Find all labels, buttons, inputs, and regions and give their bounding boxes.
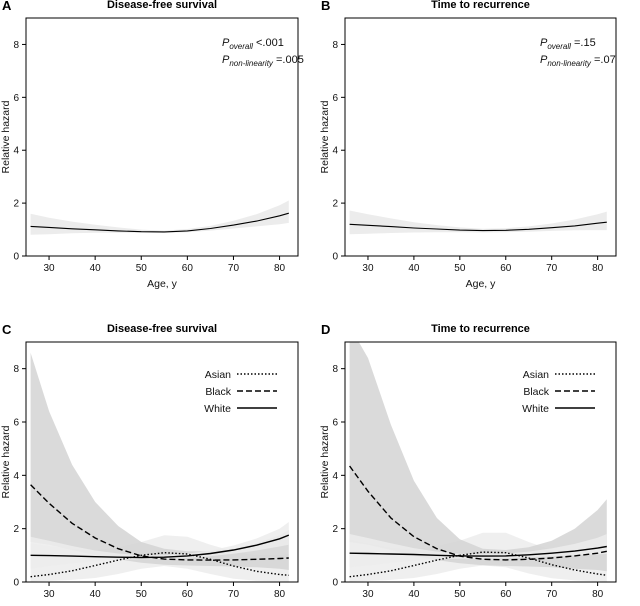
x-tick-label-d: 80 — [592, 589, 604, 600]
y-axis-title-b: Relative hazard — [319, 100, 331, 173]
ci-band-black-c — [30, 352, 289, 570]
y-tick-label-c: 6 — [13, 418, 19, 429]
y-tick-label-b: 0 — [332, 252, 338, 263]
panel-d-time-to-recurrence-by-race: 0 2 4 6 8 30 40 50 60 70 80 Age, y Relative hazard Ti… — [319, 322, 617, 606]
ci-band-overall-a — [30, 200, 289, 235]
x-tick-label-b: 80 — [592, 263, 604, 274]
x-tick-label-a: 50 — [136, 263, 148, 274]
plot-frame-d — [344, 341, 617, 583]
series-line-white-d — [349, 545, 607, 557]
y-tick-label-a: 2 — [13, 199, 19, 210]
plot-area-d — [349, 342, 607, 582]
legend-label-black-d: Black — [523, 386, 549, 398]
y-tick-label-a: 0 — [13, 252, 19, 263]
plot-frame-b — [344, 17, 617, 257]
legend-label-asian-d: Asian — [523, 369, 549, 381]
x-tick-label-c: 70 — [228, 589, 240, 600]
y-tick-label-d: 8 — [332, 364, 338, 375]
plot-area-c — [30, 352, 290, 582]
panel-letter-c: C — [2, 322, 12, 337]
y-tick-label-a: 6 — [13, 93, 19, 104]
x-tick-label-b: 40 — [408, 263, 420, 274]
p-value-annotation-a: Poverall <.001 — [222, 37, 284, 51]
p-value-annotation-b: Poverall =.15 — [540, 37, 596, 51]
x-tick-label-a: 80 — [274, 263, 286, 274]
y-axis-title-d: Relative hazard — [319, 425, 331, 498]
panel-c-disease-free-survival-by-race: 0 2 4 6 8 30 40 50 60 70 80 Age, y Relative hazard Di… — [0, 322, 299, 606]
plot-frame-c — [25, 341, 299, 583]
x-axis-title-c: Age, y — [147, 604, 178, 606]
y-tick-label-b: 2 — [332, 199, 338, 210]
y-tick-label-d: 0 — [332, 578, 338, 589]
x-tick-label-d: 30 — [362, 589, 374, 600]
x-tick-label-b: 70 — [546, 263, 558, 274]
chart-title-c: Disease-free survival — [107, 323, 217, 335]
panel-a-disease-free-survival: 0 2 4 6 8 30 40 50 60 70 80 Age, y Relative hazard Di… — [0, 0, 304, 290]
plot-area-b — [349, 210, 607, 235]
x-tick-label-b: 50 — [454, 263, 466, 274]
x-tick-label-d: 70 — [546, 589, 558, 600]
chart-title-d: Time to recurrence — [431, 323, 530, 335]
y-axis-title-a: Relative hazard — [0, 100, 12, 173]
legend-label-asian-c: Asian — [205, 369, 231, 381]
y-tick-label-a: 4 — [13, 146, 19, 157]
p-value-annotation-a: Pnon-linearity =.005 — [222, 54, 304, 68]
x-tick-label-d: 60 — [500, 589, 512, 600]
x-tick-label-a: 30 — [43, 263, 55, 274]
y-tick-label-b: 8 — [332, 40, 338, 51]
x-tick-label-a: 40 — [90, 263, 102, 274]
series-line-overall-a — [30, 212, 289, 233]
x-tick-label-c: 80 — [274, 589, 286, 600]
series-line-black-c — [30, 484, 289, 561]
y-tick-label-c: 2 — [13, 524, 19, 535]
y-tick-label-d: 2 — [332, 524, 338, 535]
x-tick-label-c: 60 — [182, 589, 194, 600]
x-tick-label-b: 30 — [362, 263, 374, 274]
y-tick-label-d: 4 — [332, 471, 338, 482]
y-tick-label-b: 4 — [332, 146, 338, 157]
x-tick-label-c: 50 — [136, 589, 148, 600]
plot-frame-a — [25, 17, 299, 257]
ci-band-white-d — [349, 534, 607, 568]
panel-letter-d: D — [321, 322, 330, 337]
y-tick-label-d: 6 — [332, 418, 338, 429]
x-tick-label-c: 40 — [90, 589, 102, 600]
x-axis-title-a: Age, y — [147, 278, 178, 290]
series-line-white-c — [30, 534, 290, 559]
panel-letter-a: A — [2, 0, 12, 13]
y-tick-label-c: 8 — [13, 364, 19, 375]
panel-b-time-to-recurrence: 0 2 4 6 8 30 40 50 60 70 80 Age, y Relative hazard Ti… — [319, 0, 617, 290]
chart-title-b: Time to recurrence — [431, 0, 530, 11]
legend-label-white-d: White — [522, 403, 549, 415]
y-tick-label-c: 0 — [13, 578, 19, 589]
x-tick-label-b: 60 — [500, 263, 512, 274]
x-axis-title-b: Age, y — [466, 278, 497, 290]
series-line-black-d — [349, 465, 607, 561]
y-tick-label-c: 4 — [13, 471, 19, 482]
x-tick-label-a: 60 — [182, 263, 194, 274]
x-tick-label-d: 40 — [408, 589, 420, 600]
chart-title-a: Disease-free survival — [107, 0, 217, 11]
panel-letter-b: B — [321, 0, 330, 13]
y-tick-label-a: 8 — [13, 40, 19, 51]
series-line-overall-b — [349, 221, 607, 232]
x-tick-label-d: 50 — [454, 589, 466, 600]
ci-band-black-d — [349, 342, 607, 572]
legend-label-black-c: Black — [205, 386, 231, 398]
plot-area-a — [30, 200, 289, 235]
p-value-annotation-b: Pnon-linearity =.07 — [540, 54, 616, 68]
y-tick-label-b: 6 — [332, 93, 338, 104]
x-tick-label-c: 30 — [43, 589, 55, 600]
legend-label-white-c: White — [204, 403, 231, 415]
x-tick-label-a: 70 — [228, 263, 240, 274]
x-axis-title-d: Age, y — [466, 604, 497, 606]
y-axis-title-c: Relative hazard — [0, 425, 12, 498]
